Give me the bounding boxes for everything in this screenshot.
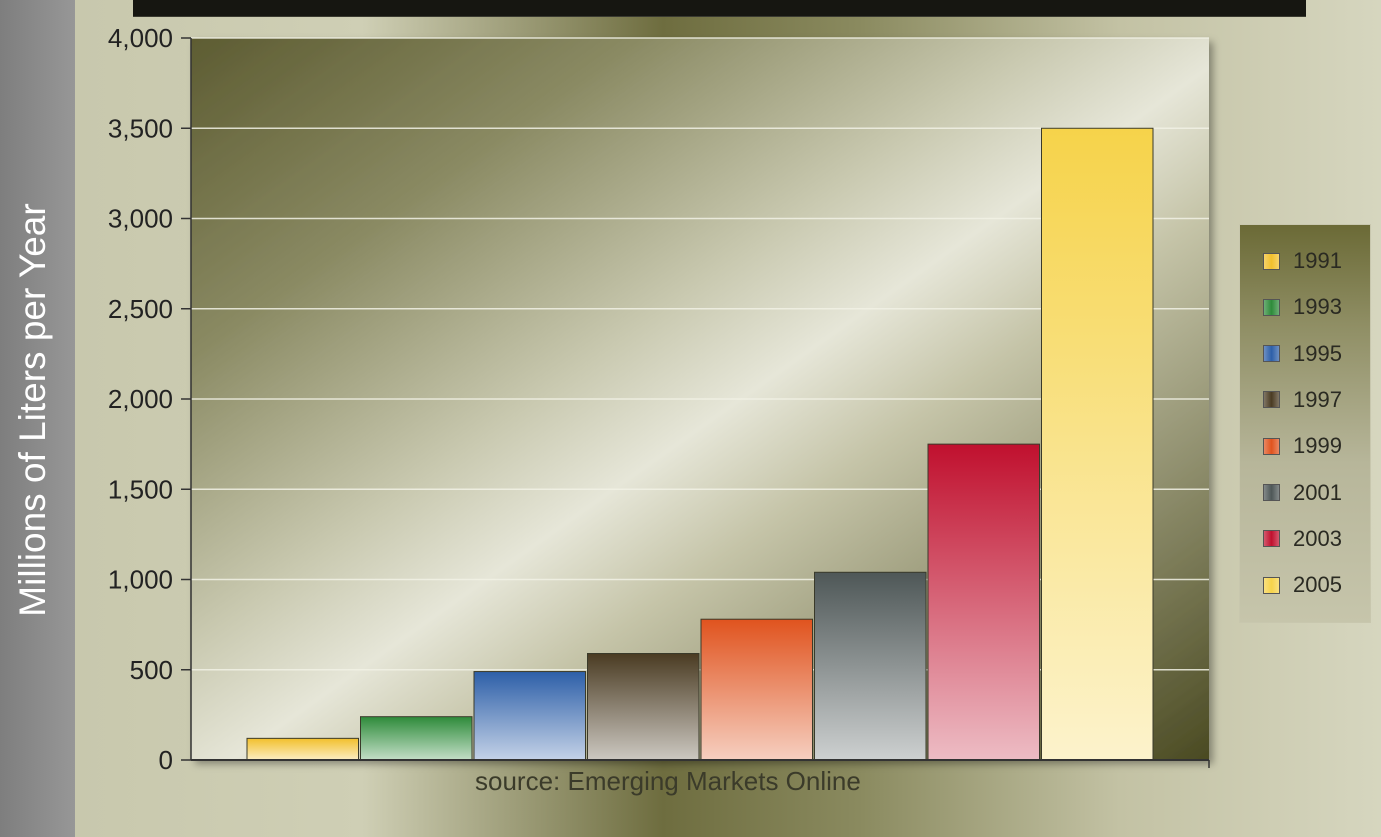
y-tick-label: 2,500 [108,294,173,324]
bar-1993 [360,716,473,761]
bar-1997 [587,653,700,761]
y-tick-label: 0 [159,745,173,775]
legend-item-1999: 1999 [1263,433,1342,459]
legend-label: 2003 [1293,525,1342,551]
legend-item-1995: 1995 [1263,341,1342,367]
legend-swatch [1263,345,1280,363]
legend-label: 1999 [1293,433,1342,459]
legend-item-1993: 1993 [1263,294,1342,320]
legend-label: 2001 [1293,479,1342,505]
legend-label: 1995 [1293,340,1342,366]
top-title-bar [133,0,1306,17]
bar-1991 [246,737,359,761]
legend-swatch [1263,576,1280,594]
legend-swatch [1263,484,1280,501]
y-tick-label: 500 [130,655,173,685]
legend-swatch [1263,530,1280,548]
legend-item-2001: 2001 [1263,480,1342,506]
legend-label: 1997 [1293,386,1342,412]
y-tick-label: 1,000 [108,565,173,595]
legend-item-1997: 1997 [1263,387,1342,413]
legend-swatch [1263,437,1280,455]
legend-label: 1991 [1293,248,1342,273]
legend-item-2003: 2003 [1263,526,1342,552]
legend-item-2005: 2005 [1263,572,1342,598]
y-tick-label: 4,000 [108,23,173,53]
bar-2001 [814,571,927,761]
bar-1995 [473,671,586,761]
y-tick-label: 1,500 [108,474,173,504]
y-tick-label: 3,500 [108,113,173,143]
legend-item-1991: 1991 [1263,248,1342,274]
legend-label: 1993 [1293,294,1342,320]
left-gray-strip [0,0,75,837]
bar-1999 [700,618,813,761]
y-tick-label: 3,000 [108,204,173,234]
bar-2003 [927,443,1040,761]
y-tick-label: 2,000 [108,384,173,414]
legend-swatch [1263,252,1280,270]
source-note: source: Emerging Markets Online [475,766,861,796]
bar-2005 [1041,127,1154,761]
legend-swatch [1263,391,1280,409]
legend-swatch [1263,298,1280,316]
chart-legend: 1991 1993 1995 1997 1999 2001 2003 2005 [1239,224,1371,623]
legend-label: 2005 [1293,572,1342,598]
